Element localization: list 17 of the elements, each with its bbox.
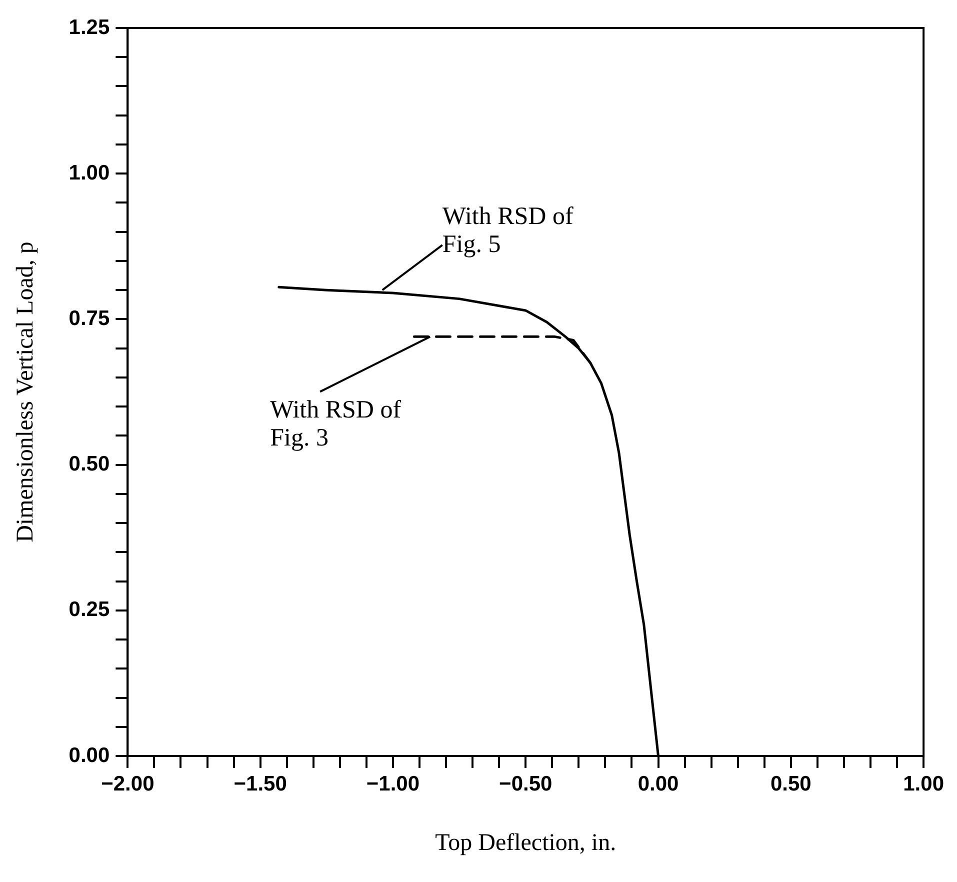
x-tick-label: −0.50 (499, 772, 552, 796)
y-tick-label: 0.00 (68, 744, 110, 767)
annotation: With RSD of Fig. 5 (442, 203, 574, 258)
x-tick-label: 0.00 (638, 772, 679, 796)
y-axis-title: Dimensionless Vertical Load, p (12, 242, 39, 542)
y-tick-label: 0.75 (68, 306, 110, 330)
y-tick-label: 1.25 (68, 16, 110, 39)
x-tick-label: 0.50 (770, 772, 812, 796)
x-axis-title: Top Deflection, in. (435, 830, 616, 856)
y-tick-label: 0.25 (68, 598, 110, 622)
x-tick-label: −2.00 (101, 772, 154, 796)
annotation: With RSD of Fig. 3 (270, 396, 402, 452)
x-tick-label: −1.00 (366, 772, 420, 796)
x-tick-label: −1.50 (234, 772, 287, 796)
x-tick-label: 1.00 (903, 772, 944, 796)
y-tick-label: 1.00 (68, 161, 110, 184)
y-tick-label: 0.50 (68, 452, 110, 476)
